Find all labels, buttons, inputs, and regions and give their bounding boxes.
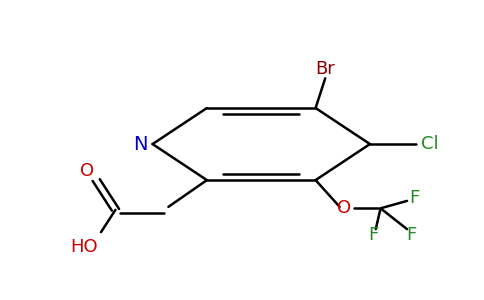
Text: Br: Br [316, 60, 335, 78]
Text: O: O [337, 199, 351, 217]
Text: O: O [80, 162, 95, 180]
Text: N: N [133, 135, 148, 154]
Text: F: F [368, 226, 378, 244]
Text: HO: HO [70, 238, 98, 256]
Text: F: F [407, 226, 417, 244]
Text: Cl: Cl [421, 135, 439, 153]
Text: F: F [409, 189, 419, 207]
